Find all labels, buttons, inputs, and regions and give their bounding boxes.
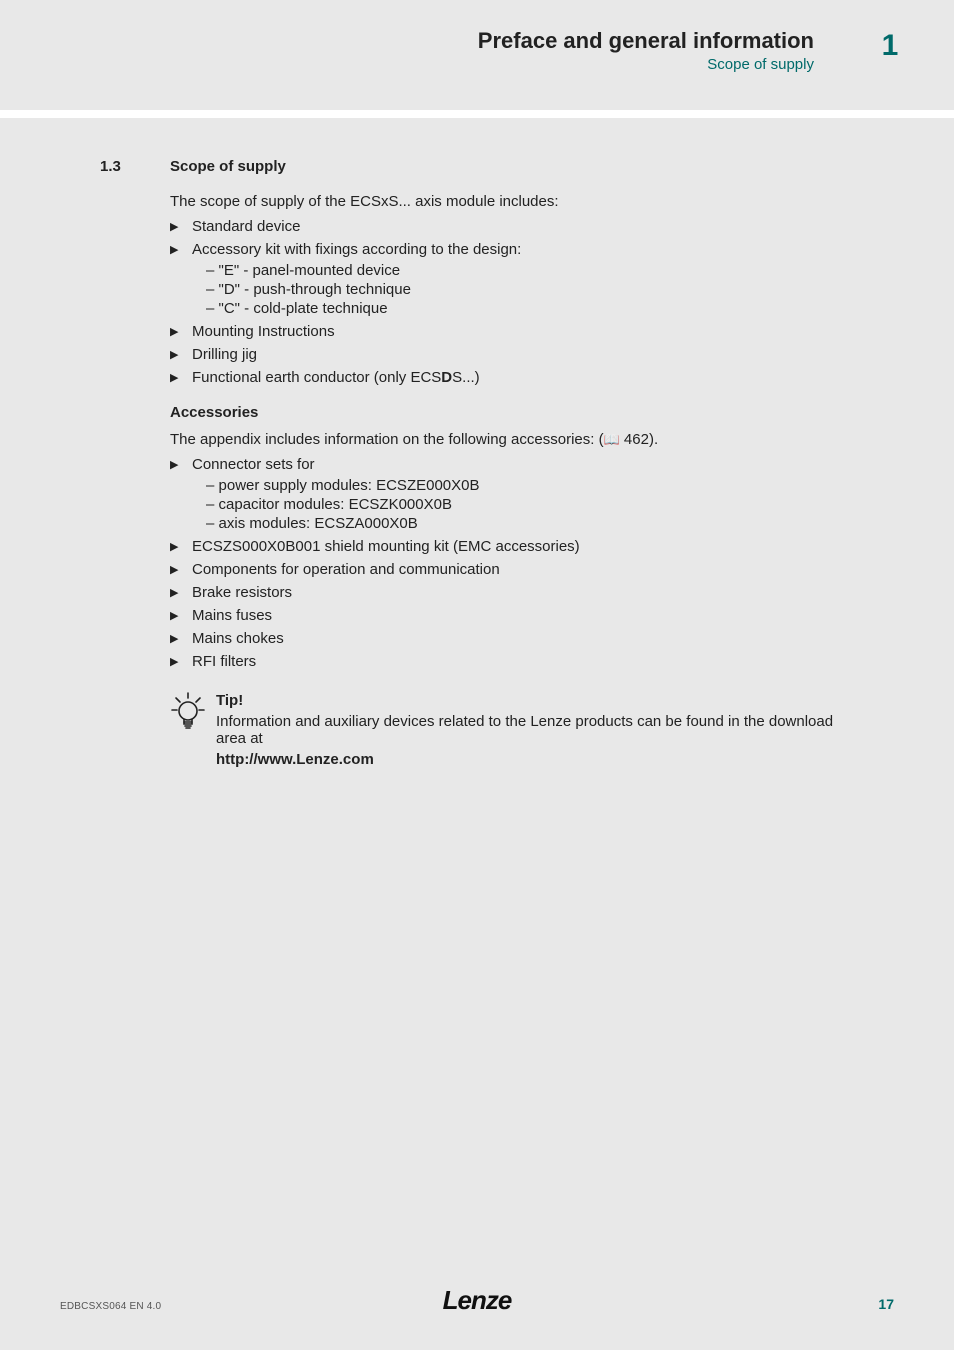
chapter-number-box: 1 [866, 22, 914, 70]
header-divider [0, 110, 954, 118]
sub-list: power supply modules: ECSZE000X0B capaci… [206, 477, 854, 532]
list-item-label: RFI filters [192, 653, 256, 670]
list-item-label: Standard device [192, 218, 300, 235]
page-header: Preface and general information Scope of… [0, 0, 954, 110]
list-item: Connector sets for power supply modules:… [170, 456, 854, 532]
accessories-list: Connector sets for power supply modules:… [170, 456, 854, 670]
sub-list-item: "C" - cold-plate technique [206, 300, 854, 317]
list-item-label: Accessory kit with fixings according to … [192, 241, 521, 258]
sub-list-item: power supply modules: ECSZE000X0B [206, 477, 854, 494]
section-number: 1.3 [100, 158, 170, 175]
list-item-label: Mounting Instructions [192, 323, 335, 340]
list-item: Brake resistors [170, 584, 854, 601]
supply-list: Standard device Accessory kit with fixin… [170, 218, 854, 386]
accessories-heading: Accessories [170, 404, 854, 421]
lightbulb-icon [170, 692, 216, 736]
header-subtitle: Scope of supply [707, 56, 814, 73]
intro-paragraph: The scope of supply of the ECSxS... axis… [170, 193, 854, 210]
list-item: Components for operation and communicati… [170, 561, 854, 578]
section-body: The scope of supply of the ECSxS... axis… [170, 193, 854, 768]
footer-doc-id: EDBCSXS064 EN 4.0 [60, 1301, 161, 1312]
section-heading-row: 1.3 Scope of supply [100, 158, 854, 175]
page-content: 1.3 Scope of supply The scope of supply … [0, 118, 954, 768]
list-item-label: Components for operation and communicati… [192, 561, 500, 578]
sub-list-item: "E" - panel-mounted device [206, 262, 854, 279]
accessories-intro: The appendix includes information on the… [170, 431, 854, 448]
list-item: ECSZS000X0B001 shield mounting kit (EMC … [170, 538, 854, 555]
list-item-label: Functional earth conductor (only ECSDS..… [192, 369, 480, 386]
tip-label: Tip! [216, 692, 854, 709]
accessories-page-ref: 462). [620, 431, 658, 448]
accessories-intro-prefix: The appendix includes information on the… [170, 431, 604, 448]
list-item: Standard device [170, 218, 854, 235]
footer-page-number: 17 [878, 1296, 894, 1312]
tip-link: http://www.Lenze.com [216, 751, 854, 768]
sub-list-item: "D" - push-through technique [206, 281, 854, 298]
footer-logo: Lenze [443, 1285, 512, 1316]
sub-list: "E" - panel-mounted device "D" - push-th… [206, 262, 854, 317]
book-icon: 📖 [604, 432, 620, 447]
list-item-label: Mains fuses [192, 607, 272, 624]
sub-list-item: axis modules: ECSZA000X0B [206, 515, 854, 532]
sub-list-item: capacitor modules: ECSZK000X0B [206, 496, 854, 513]
list-item: Functional earth conductor (only ECSDS..… [170, 369, 854, 386]
list-item-label: Drilling jig [192, 346, 257, 363]
list-item: Mains chokes [170, 630, 854, 647]
list-item-label: Brake resistors [192, 584, 292, 601]
list-item: Mounting Instructions [170, 323, 854, 340]
list-item: Mains fuses [170, 607, 854, 624]
list-item-label: Mains chokes [192, 630, 284, 647]
list-item: Accessory kit with fixings according to … [170, 241, 854, 317]
page-footer: EDBCSXS064 EN 4.0 Lenze 17 [0, 1286, 954, 1316]
tip-block: Tip! Information and auxiliary devices r… [170, 692, 854, 768]
list-item: Drilling jig [170, 346, 854, 363]
list-item-label: ECSZS000X0B001 shield mounting kit (EMC … [192, 538, 580, 555]
list-item-label: Connector sets for [192, 456, 315, 473]
header-title: Preface and general information [478, 28, 814, 54]
tip-text: Information and auxiliary devices relate… [216, 713, 854, 747]
section-title: Scope of supply [170, 158, 286, 175]
tip-body: Tip! Information and auxiliary devices r… [216, 692, 854, 768]
list-item: RFI filters [170, 653, 854, 670]
